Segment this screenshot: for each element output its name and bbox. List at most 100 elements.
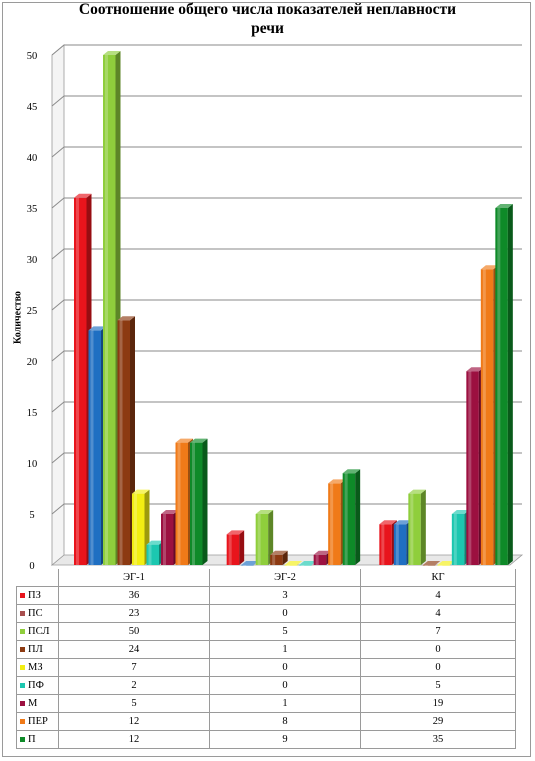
- bar-ПСЛ-КГ-top: [408, 489, 426, 494]
- bar-ПЛ-КГ-highlight: [424, 565, 428, 566]
- data-label: 5: [209, 622, 361, 641]
- bar-ПЗ-ЭГ-2: [226, 530, 245, 565]
- gridline: [51, 197, 522, 209]
- bar-ПС-ЭГ-2-top: [241, 561, 259, 565]
- bar-ПСЛ-ЭГ-2-highlight: [257, 514, 261, 565]
- bar-ПФ-КГ-front: [451, 514, 465, 565]
- gridline: [51, 350, 522, 362]
- series-name: ПЗ: [28, 590, 41, 601]
- table-row: ПФ 2 0 5: [16, 676, 516, 695]
- bar-ПЗ-ЭГ-2-top: [226, 530, 245, 535]
- bar-ПЕР-КГ-front: [480, 269, 494, 565]
- bar-ПЕР-ЭГ-2-front: [328, 483, 341, 565]
- gridline: [51, 452, 522, 464]
- bar-ПС-КГ-front: [393, 524, 407, 565]
- bar-МЗ-ЭГ-2: [284, 561, 303, 566]
- legend-swatch: [20, 701, 25, 707]
- legend-swatch: [20, 737, 25, 743]
- table-row: ПЗ 36 3 4: [16, 586, 516, 605]
- bar-ПСЛ-ЭГ-2-front: [255, 514, 269, 565]
- table-row: М 5 1 19: [16, 694, 516, 713]
- series-name: ПФ: [28, 680, 44, 691]
- category-label: КГ: [360, 569, 516, 587]
- bar-ПЛ-ЭГ-2-top: [270, 550, 288, 555]
- bar-М-ЭГ-2-front: [313, 554, 327, 565]
- bar-ПЕР-ЭГ-1-front: [175, 442, 188, 565]
- bar-ПЕР-ЭГ-1-top: [175, 438, 193, 443]
- y-tick-label: 15: [27, 408, 38, 419]
- bar-ПС-ЭГ-1-front: [88, 330, 101, 565]
- series-name: П: [28, 734, 36, 745]
- bar-П-КГ-top: [495, 204, 513, 208]
- bar-М-ЭГ-1-highlight: [163, 514, 166, 565]
- bar-М-КГ-top: [466, 367, 484, 372]
- data-label: 0: [209, 658, 361, 677]
- bar-ПС-ЭГ-2-highlight: [243, 565, 247, 566]
- bar-ПЗ-ЭГ-2-side: [239, 530, 245, 565]
- bar-ПЛ-ЭГ-2: [270, 550, 288, 565]
- data-label: 4: [360, 586, 516, 605]
- chart-title-line-1: Соотношение общего числа показателей неп…: [78, 1, 457, 18]
- bar-ПС-ЭГ-1-top: [88, 326, 106, 331]
- legend-entry: ПСЛ: [16, 622, 59, 641]
- table-row: ПЕР 12 8 29: [16, 712, 516, 731]
- legend-entry: ПФ: [16, 676, 59, 695]
- table-row: ПЛ 24 1 0: [16, 640, 516, 659]
- gridline: [51, 248, 522, 260]
- legend-swatch: [20, 683, 25, 689]
- bar-ПФ-ЭГ-2-highlight: [301, 565, 305, 566]
- bar-ПЗ-ЭГ-1-top: [74, 193, 92, 198]
- data-label: 35: [360, 730, 516, 749]
- table-row: МЗ 7 0 0: [16, 658, 516, 677]
- bar-ПС-ЭГ-2: [241, 561, 259, 566]
- bar-МЗ-ЭГ-1-front: [132, 493, 145, 565]
- data-label: 0: [360, 658, 516, 677]
- legend-swatch: [20, 719, 25, 725]
- bar-МЗ-КГ-top: [437, 561, 455, 565]
- data-label: 23: [58, 604, 210, 623]
- bar-ПЕР-ЭГ-2-highlight: [330, 483, 334, 565]
- data-label: 0: [209, 604, 361, 623]
- bar-ПСЛ-ЭГ-1-front: [103, 55, 116, 565]
- table-header-row: ЭГ-1 ЭГ-2 КГ: [16, 569, 516, 587]
- data-label: 29: [360, 712, 516, 731]
- bar-ПЕР-КГ-top: [480, 265, 499, 270]
- bar-МЗ-ЭГ-2-top: [284, 561, 303, 565]
- bar-ПФ-ЭГ-1-highlight: [148, 544, 152, 565]
- series-name: МЗ: [28, 662, 43, 673]
- bar-ПС-КГ-top: [393, 520, 412, 525]
- legend-entry: ПС: [16, 604, 59, 623]
- y-tick-label: 30: [27, 255, 38, 266]
- bar-ПФ-ЭГ-2: [299, 561, 317, 566]
- bar-П-ЭГ-2-top: [342, 469, 361, 474]
- category-label: ЭГ-2: [209, 569, 361, 587]
- bar-М-ЭГ-1-top: [161, 510, 179, 514]
- bar-ПЗ-ЭГ-2-highlight: [228, 534, 232, 565]
- gridline: [51, 503, 522, 515]
- bar-М-КГ-front: [466, 371, 479, 565]
- bar-ПФ-ЭГ-1-front: [146, 544, 159, 565]
- bar-ПЗ-ЭГ-2-front: [226, 534, 240, 565]
- bar-ПФ-ЭГ-1-top: [146, 540, 164, 545]
- bar-ПФ-ЭГ-2-top: [299, 561, 317, 565]
- bar-М-ЭГ-1-front: [161, 514, 174, 565]
- category-label: ЭГ-1: [58, 569, 210, 587]
- data-label: 50: [58, 622, 210, 641]
- y-tick-label: 25: [27, 306, 38, 317]
- bar-П-ЭГ-1-top: [190, 438, 208, 443]
- series-name: ПСЛ: [28, 626, 50, 637]
- bar-ПС-ЭГ-2-front: [241, 565, 254, 566]
- chart-title-line-2: речи: [251, 20, 284, 37]
- bar-П-ЭГ-1-side: [202, 438, 208, 565]
- bar-ПЛ-КГ-front: [422, 565, 436, 566]
- bar-М-КГ-highlight: [468, 371, 472, 565]
- bar-МЗ-КГ-highlight: [439, 565, 443, 566]
- bar-П-ЭГ-2-side: [355, 469, 361, 565]
- bar-ПСЛ-ЭГ-1-top: [103, 51, 121, 55]
- table-row: П 12 9 35: [16, 730, 516, 749]
- gridline: [51, 146, 522, 158]
- y-tick-label: 35: [27, 204, 38, 215]
- bar-П-ЭГ-2: [342, 469, 361, 565]
- table-row: ПСЛ 50 5 7: [16, 622, 516, 641]
- data-label: 5: [58, 694, 210, 713]
